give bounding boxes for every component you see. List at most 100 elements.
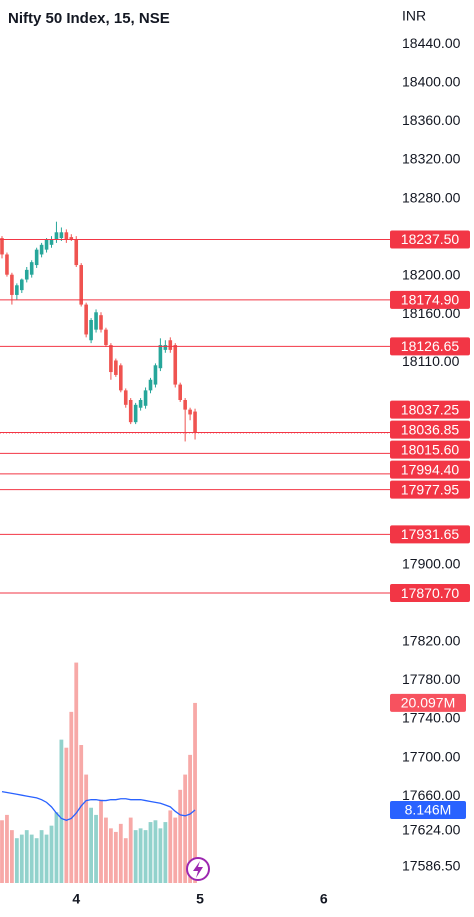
- currency-label: INR: [402, 8, 426, 24]
- y-tick-label: 18280.00: [402, 189, 461, 205]
- volume-bar: [113, 831, 118, 883]
- candle-body: [84, 304, 88, 335]
- x-tick-label: 4: [72, 891, 80, 907]
- candle-body: [133, 404, 138, 423]
- y-tick-label: 17740.00: [402, 710, 461, 726]
- level-label-box: [390, 440, 470, 459]
- candle-body: [39, 244, 44, 255]
- volume-bar: [173, 817, 178, 883]
- volume-bar: [19, 834, 24, 883]
- volume-bar: [188, 754, 192, 883]
- y-tick-label: 18160.00: [402, 305, 461, 321]
- x-tick-label: 6: [320, 891, 328, 907]
- volume-bar: [138, 828, 143, 883]
- candle-body: [193, 411, 197, 433]
- candle-body: [44, 240, 49, 250]
- volume-bar: [94, 814, 98, 883]
- volume-bar: [69, 711, 74, 883]
- level-label-box: [390, 230, 470, 249]
- candle-body: [99, 315, 103, 330]
- level-label-box: [390, 460, 470, 479]
- level-label: 18037.25: [401, 401, 460, 417]
- level-label: 18126.65: [401, 338, 460, 354]
- y-tick-label: 17660.00: [402, 787, 461, 803]
- volume-bar: [59, 739, 64, 883]
- level-label-box: [390, 480, 470, 499]
- candle-body: [5, 254, 9, 275]
- volume-bar: [39, 830, 44, 883]
- price-layer: [0, 221, 390, 594]
- volume-layer: [0, 662, 197, 883]
- volume-bar: [168, 810, 173, 883]
- candle-body: [29, 262, 34, 275]
- level-label: 18237.50: [401, 231, 460, 247]
- candle-body: [10, 274, 14, 295]
- volume-bar: [89, 807, 93, 883]
- volume-bar: [44, 834, 49, 883]
- candle-body: [104, 329, 108, 346]
- candle-body: [0, 238, 4, 255]
- candle-body: [15, 285, 19, 295]
- volume-label: 8.146M: [405, 802, 452, 818]
- x-tick-label: 5: [196, 891, 204, 907]
- level-label: 18015.60: [401, 441, 460, 457]
- y-tick-label: 17820.00: [402, 633, 461, 649]
- level-label-box: [390, 290, 470, 309]
- candle-body: [173, 345, 178, 385]
- level-label: 17994.40: [401, 461, 460, 477]
- volume-bar: [123, 838, 128, 883]
- level-label: 17870.70: [401, 585, 460, 601]
- volume-bar: [178, 789, 183, 883]
- candle-body: [64, 232, 69, 240]
- candle-body: [79, 265, 83, 305]
- y-tick-label: 17700.00: [402, 748, 461, 764]
- candle-body: [153, 365, 158, 385]
- candle-body: [89, 320, 93, 341]
- candle-body: [163, 345, 168, 350]
- candle-body: [114, 360, 118, 375]
- volume-label: 20.097M: [401, 695, 455, 711]
- candle-body: [143, 390, 148, 406]
- candle-body: [59, 232, 64, 239]
- bolt-button[interactable]: [186, 857, 210, 881]
- y-tick-label: 18320.00: [402, 151, 461, 167]
- volume-bar: [74, 662, 79, 883]
- volume-bar: [148, 822, 153, 883]
- volume-bar: [0, 820, 4, 883]
- candle-body: [183, 400, 187, 410]
- candle-body: [20, 279, 24, 291]
- y-tick-label: 18400.00: [402, 74, 461, 90]
- volume-bar: [163, 822, 168, 883]
- candle-body: [24, 269, 29, 280]
- volume-bar: [109, 828, 113, 883]
- candle-body: [168, 340, 173, 350]
- level-label-box: [390, 337, 470, 356]
- y-tick-label: 18440.00: [402, 35, 461, 51]
- volume-bar: [158, 828, 163, 883]
- level-label-box: [390, 420, 470, 439]
- volume-bar: [183, 774, 188, 883]
- volume-label-box: [390, 801, 466, 820]
- volume-bar: [153, 820, 158, 883]
- volume-bar: [54, 812, 59, 883]
- level-label-box: [390, 525, 470, 544]
- volume-bar: [143, 830, 148, 883]
- volume-bar: [5, 814, 9, 883]
- candle-body: [74, 239, 79, 266]
- volume-bar: [104, 817, 108, 883]
- candle-body: [128, 400, 133, 423]
- candle-body: [119, 365, 123, 391]
- candle-body: [123, 390, 128, 405]
- label-layer: 18237.50 18174.90 18126.65 18037.25 18036.85…: [390, 230, 470, 820]
- volume-label-box: [390, 693, 466, 712]
- y-tick-label: 18200.00: [402, 266, 461, 282]
- level-label: 18036.85: [401, 421, 460, 437]
- volume-bar: [99, 799, 103, 883]
- candle-body: [109, 345, 113, 373]
- y-tick-label: 17586.50: [402, 858, 461, 874]
- volume-bar: [14, 838, 19, 883]
- y-tick-label: 17624.00: [402, 822, 461, 838]
- candle-body: [188, 409, 192, 415]
- candle-body: [148, 379, 153, 391]
